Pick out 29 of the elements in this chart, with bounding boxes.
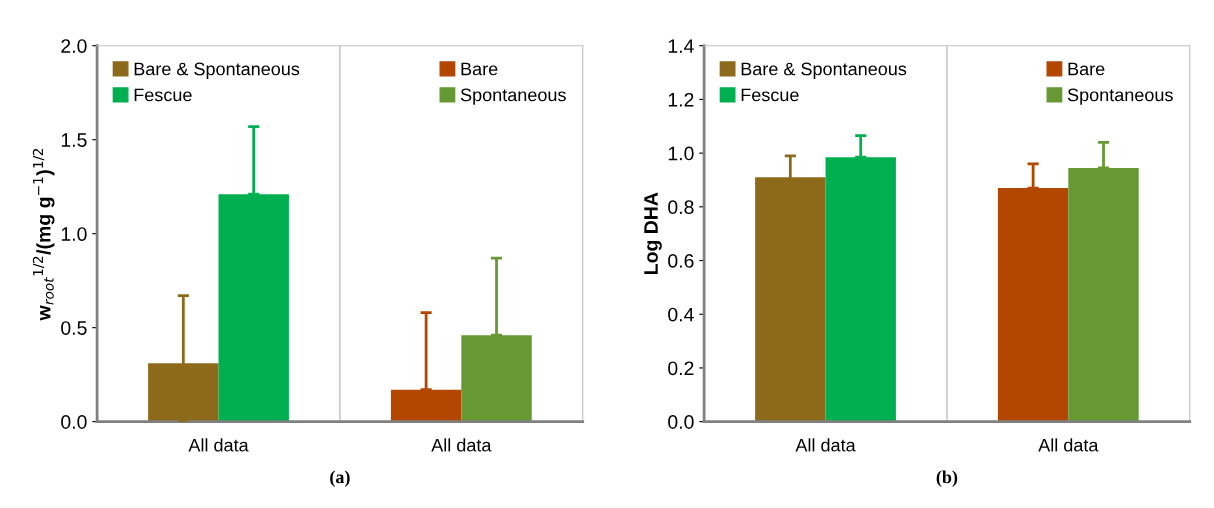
y-tick-label: 0.0 bbox=[61, 415, 87, 429]
y-tick-label: 2.0 bbox=[61, 39, 87, 53]
text: (b) bbox=[936, 470, 958, 487]
legend-label: Fescue bbox=[741, 88, 799, 102]
legend-label: Bare & Spontaneous bbox=[134, 62, 300, 79]
y-tick-label: 1.2 bbox=[668, 92, 694, 107]
y-tick-label: 0.4 bbox=[668, 307, 694, 322]
y-tick-label: 0.2 bbox=[668, 361, 694, 376]
y-tick-label: 0.6 bbox=[668, 254, 694, 268]
legend-label: Spontaneous bbox=[460, 88, 566, 105]
y-tick-label: 0.8 bbox=[668, 200, 694, 215]
text: (a) bbox=[330, 470, 350, 487]
y-tick-label: 0.5 bbox=[61, 321, 87, 335]
y-tick-label: 1.0 bbox=[61, 227, 87, 241]
legend-label: Fescue bbox=[134, 88, 192, 102]
y-tick-label: 1.5 bbox=[61, 133, 87, 147]
legend-label: Spontaneous bbox=[1067, 88, 1173, 105]
y-tick-label: 1.4 bbox=[668, 39, 694, 53]
x-tick-label: All data bbox=[795, 438, 856, 452]
legend-label: Bare bbox=[461, 62, 498, 76]
y-axis-title: Log DHA bbox=[644, 192, 662, 274]
legend-label: Bare bbox=[1068, 62, 1105, 76]
y-tick-label: 0.0 bbox=[668, 415, 694, 429]
y-axis-title: w$_{root}$$^{1/2}$/(mg g$^{−1}$)$^{1/2}$ bbox=[32, 149, 55, 321]
x-tick-label: All data bbox=[188, 438, 249, 452]
x-tick-label: All data bbox=[431, 438, 492, 452]
legend-label: Bare & Spontaneous bbox=[741, 62, 907, 79]
x-tick-label: All data bbox=[1038, 438, 1099, 452]
y-tick-label: 1.0 bbox=[668, 146, 694, 161]
